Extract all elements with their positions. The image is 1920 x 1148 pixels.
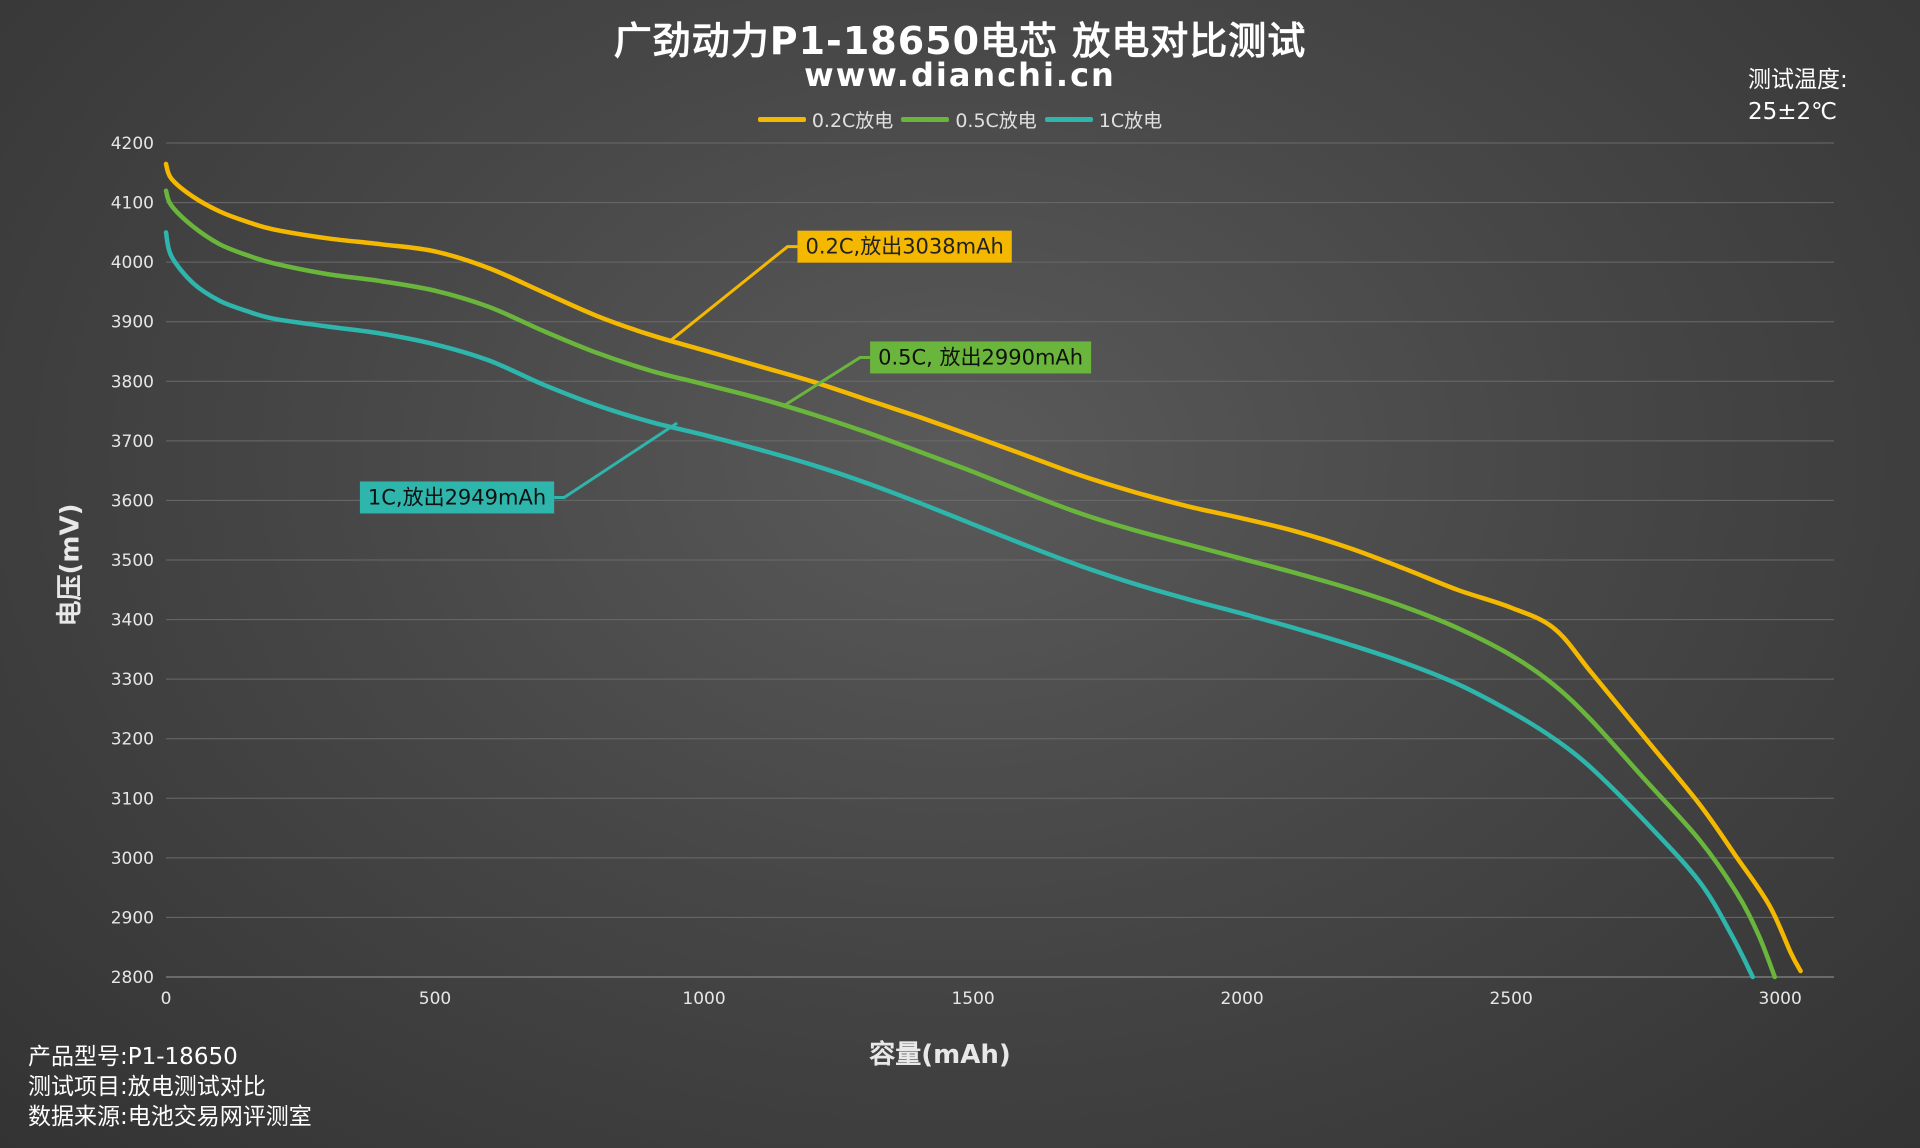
x-tick-label-3000: 3000 bbox=[1759, 989, 1802, 1009]
annotation-02c-box bbox=[797, 230, 1012, 263]
legend-swatch-1c bbox=[1044, 117, 1093, 122]
annotation-05c-leader bbox=[783, 355, 871, 407]
x-axis-label: 容量(mAh) bbox=[869, 1040, 1011, 1070]
y-tick-label-2900: 2900 bbox=[111, 908, 154, 928]
legend: 0.2C放电 0.5C放电 1C放电 bbox=[0, 106, 1920, 133]
annotation-05c-box bbox=[870, 341, 1092, 374]
series-line-05c bbox=[163, 188, 1778, 980]
y-tick-label-4200: 4200 bbox=[111, 134, 154, 154]
y-tick-label-3900: 3900 bbox=[111, 313, 154, 333]
y-tick-label-3600: 3600 bbox=[111, 491, 154, 511]
y-tick-label-3700: 3700 bbox=[111, 432, 154, 452]
y-tick-label-3400: 3400 bbox=[111, 611, 154, 631]
y-tick-label-3500: 3500 bbox=[111, 551, 154, 571]
chart-subtitle: www.dianchi.cn bbox=[804, 56, 1116, 94]
x-tick-label-1000: 1000 bbox=[682, 989, 725, 1009]
x-tick-label-500: 500 bbox=[419, 989, 451, 1009]
annotation-02c: 0.2C,放出3038mAh bbox=[670, 230, 1012, 341]
x-tick-label-0: 0 bbox=[161, 989, 172, 1009]
annotation-02c-text: 0.2C,放出3038mAh bbox=[805, 235, 1003, 259]
y-tick-label-3200: 3200 bbox=[111, 730, 154, 750]
legend-label-05c: 0.5C放电 bbox=[955, 110, 1037, 132]
y-tick-labels: 2800 2900 3000 3100 3200 3300 3400 3500 3600 3700… bbox=[111, 134, 154, 988]
annotation-05c: 0.5C, 放出2990mAh bbox=[783, 341, 1092, 407]
annotation-1c-text: 1C,放出2949mAh bbox=[368, 485, 546, 509]
grid-lines bbox=[166, 142, 1834, 978]
legend-item-05c[interactable]: 0.5C放电 bbox=[901, 106, 1037, 133]
series-lines bbox=[163, 161, 1803, 980]
y-tick-label-3000: 3000 bbox=[111, 849, 154, 869]
temperature-box: 测试温度: 25±2℃ bbox=[1748, 64, 1848, 128]
y-tick-label-4100: 4100 bbox=[111, 194, 154, 214]
info-test-item: 测试项目:放电测试对比 bbox=[28, 1074, 266, 1100]
annotation-05c-text: 0.5C, 放出2990mAh bbox=[878, 345, 1083, 369]
annotations: 0.2C,放出3038mAh 0.5C, 放出2990mAh 1C,放出2949mA… bbox=[359, 230, 1092, 514]
y-tick-label-3100: 3100 bbox=[111, 789, 154, 809]
legend-label-1c: 1C放电 bbox=[1098, 110, 1163, 132]
annotation-1c-box bbox=[359, 481, 555, 514]
annotation-1c-leader bbox=[554, 421, 678, 499]
y-axis-label: 电压(mV) bbox=[55, 503, 86, 627]
legend-item-02c[interactable]: 0.2C放电 bbox=[757, 106, 894, 133]
y-tick-label-3800: 3800 bbox=[111, 372, 154, 392]
legend-item-1c[interactable]: 1C放电 bbox=[1044, 106, 1163, 133]
series-line-1c bbox=[163, 230, 1756, 980]
y-tick-label-4000: 4000 bbox=[111, 253, 154, 273]
series-line-02c bbox=[163, 161, 1803, 974]
annotation-02c-leader bbox=[670, 245, 798, 341]
test-info: 产品型号:P1-18650 测试项目:放电测试对比 数据来源:电池交易网评测室 bbox=[28, 1042, 312, 1132]
legend-swatch-02c bbox=[757, 117, 806, 122]
y-tick-label-3300: 3300 bbox=[111, 670, 154, 690]
annotation-1c: 1C,放出2949mAh bbox=[359, 421, 678, 514]
legend-swatch-05c bbox=[901, 117, 950, 122]
y-tick-label-2800: 2800 bbox=[111, 968, 154, 988]
temperature-value: 25±2℃ bbox=[1748, 99, 1838, 125]
temperature-label: 测试温度: bbox=[1748, 67, 1848, 93]
chart-title: 广劲动力P1-18650电芯 放电对比测试 bbox=[613, 19, 1307, 63]
x-tick-label-2500: 2500 bbox=[1490, 989, 1533, 1009]
info-model: 产品型号:P1-18650 bbox=[28, 1044, 238, 1070]
info-source: 数据来源:电池交易网评测室 bbox=[28, 1104, 312, 1130]
x-tick-label-2000: 2000 bbox=[1220, 989, 1263, 1009]
legend-label-02c: 0.2C放电 bbox=[811, 110, 894, 132]
x-tick-label-1500: 1500 bbox=[951, 989, 994, 1009]
x-tick-labels: 0 500 1000 1500 2000 2500 3000 bbox=[161, 989, 1802, 1009]
